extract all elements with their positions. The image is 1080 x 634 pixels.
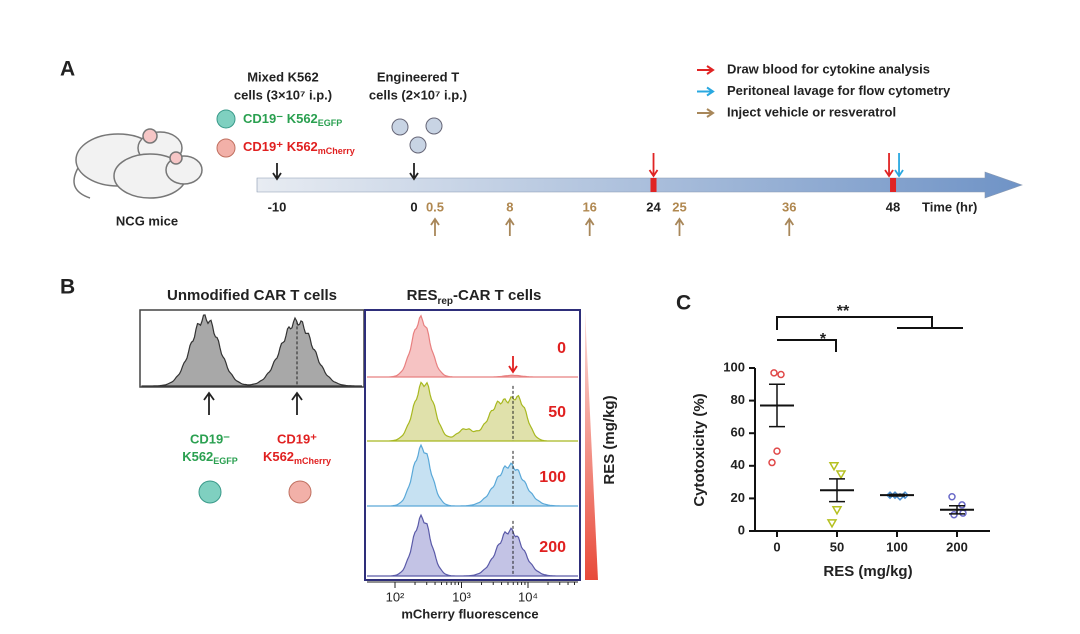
dose-label: 100 (539, 469, 566, 486)
legend-arrow (697, 108, 715, 118)
panel-label: B (60, 276, 75, 299)
neg-label: CD19⁻ (190, 431, 230, 446)
y-tick-label: 0 (738, 522, 745, 537)
point (835, 470, 847, 480)
blood-mark (650, 178, 657, 192)
y-label: Cytotoxicity (%) (691, 393, 708, 506)
mixed-line1: Mixed K562 (247, 69, 319, 84)
time-label: 8 (506, 199, 513, 214)
significance: ** (837, 303, 850, 320)
arrows (203, 391, 303, 415)
time-label: 0 (410, 199, 417, 214)
x-tick-label: 50 (830, 539, 844, 554)
legend-text: Peritoneal lavage for flow cytometry (727, 83, 951, 98)
x-label: mCherry fluorescence (401, 606, 538, 621)
legend-arrow (697, 86, 715, 97)
histogram (367, 381, 578, 442)
res-title: RESrep-CAR T cells (407, 287, 542, 307)
y-tick-label: 80 (731, 392, 745, 407)
significance: * (820, 331, 827, 348)
histogram (367, 443, 578, 507)
histogram-box (139, 309, 365, 388)
x-tick-label: 0 (773, 539, 780, 554)
mice-label: NCG mice (116, 213, 178, 228)
panel-label: C (676, 292, 691, 315)
point (826, 519, 838, 529)
time-label: 24 (646, 199, 661, 214)
x-tick-label: 100 (886, 539, 908, 554)
dose-label: 50 (548, 404, 566, 421)
y-tick-label: 100 (723, 359, 745, 374)
inject-arrow (584, 217, 595, 236)
point (773, 447, 781, 455)
neg-label: K562EGFP (182, 449, 238, 466)
cell-icon (288, 480, 312, 504)
injection-arrow (272, 163, 282, 181)
cell-neg: CD19⁻ K562EGFP (243, 111, 342, 128)
red-arrow (508, 356, 518, 374)
y-tick-label: 60 (731, 425, 745, 440)
dose-gradient (585, 310, 598, 580)
x-tick-label: 10² (386, 589, 405, 604)
point (828, 462, 840, 472)
time-label: -10 (268, 199, 287, 214)
injection-arrow (409, 163, 419, 181)
histogram-box (364, 309, 581, 581)
engineered-line1: Engineered T (377, 69, 459, 84)
point (768, 458, 776, 467)
legend-text: Inject vehicle or resveratrol (727, 104, 896, 119)
legend-arrow (697, 65, 715, 75)
mixed-line2: cells (3×10⁷ i.p.) (234, 87, 332, 102)
significance-brackets (776, 316, 963, 352)
point (958, 501, 966, 509)
x-tick-label: 10⁴ (518, 589, 538, 604)
dose-label: 200 (539, 539, 566, 556)
blood-arrow (884, 153, 894, 178)
t-cells (391, 117, 443, 154)
time-label: 25 (672, 199, 686, 214)
panel-label: A (60, 58, 75, 81)
inject-arrow (430, 217, 440, 236)
time-unit: Time (hr) (922, 199, 977, 214)
cell-pos: CD19⁺ K562mCherry (243, 139, 355, 156)
point (777, 370, 785, 379)
point (948, 493, 956, 501)
cell-icon (216, 109, 236, 129)
lavage-arrow (894, 153, 904, 178)
point (770, 369, 778, 377)
pos-label: CD19⁺ (277, 431, 317, 446)
blood-arrow (648, 153, 659, 178)
x-tick-label: 10³ (452, 589, 471, 604)
mice (73, 128, 203, 199)
point (950, 510, 958, 519)
point (959, 509, 967, 517)
inject-arrow (505, 217, 515, 236)
unmodified-title: Unmodified CAR T cells (167, 287, 337, 304)
cell-icon (216, 138, 236, 158)
y-tick-label: 40 (731, 457, 745, 472)
time-label: 48 (886, 199, 900, 214)
time-label: 36 (782, 199, 796, 214)
cell-icon (198, 480, 222, 504)
histogram (367, 513, 578, 577)
point (831, 506, 843, 516)
time-label: 0.5 (426, 199, 444, 214)
blood-mark (890, 178, 897, 192)
inject-arrow (674, 217, 685, 236)
y-tick-label: 20 (731, 490, 745, 505)
time-label: 16 (582, 199, 596, 214)
dose-axis: RES (mg/kg) (601, 395, 618, 484)
pos-label: K562mCherry (263, 449, 331, 466)
timeline (256, 171, 1023, 199)
inject-arrow (784, 217, 795, 236)
x-tick-label: 200 (946, 539, 968, 554)
histogram (367, 314, 578, 378)
legend-text: Draw blood for cytokine analysis (727, 61, 930, 76)
engineered-line2: cells (2×10⁷ i.p.) (369, 87, 467, 102)
histogram (141, 314, 363, 387)
x-label: RES (mg/kg) (823, 563, 912, 580)
dose-label: 0 (557, 340, 566, 357)
